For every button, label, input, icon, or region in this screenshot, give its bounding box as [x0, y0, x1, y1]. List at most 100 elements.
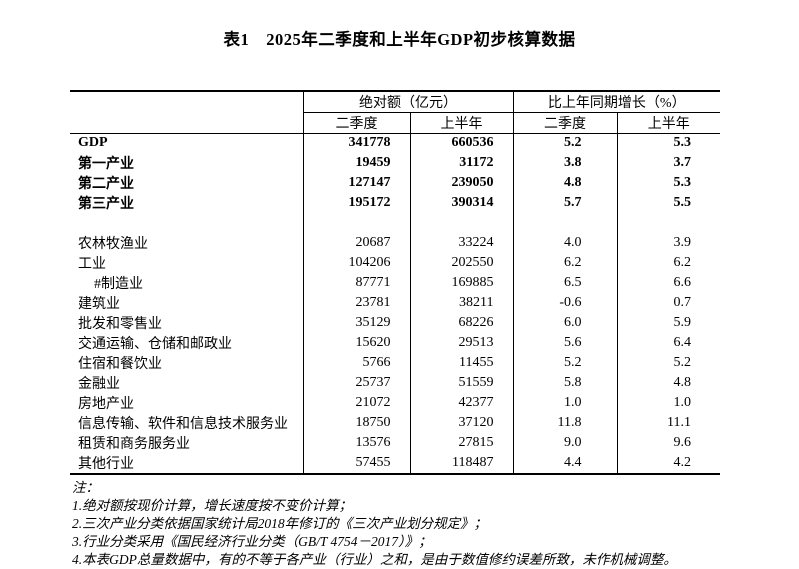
cell-value: 25737	[302, 372, 410, 393]
gdp-table: 绝对额（亿元） 比上年同期增长（%） 二季度 上半年 二季度 上半年 GDP 34…	[70, 90, 721, 475]
row-label: 住宿和餐饮业	[78, 356, 162, 372]
cell-value: 5.2	[512, 352, 617, 373]
cell-value: 38211	[409, 292, 513, 313]
cell-value: 6.5	[512, 272, 617, 293]
cell-value: 390314	[409, 192, 513, 213]
table-header: 绝对额（亿元） 比上年同期增长（%） 二季度 上半年 二季度 上半年	[70, 91, 721, 134]
row-label: 批发和零售业	[78, 316, 162, 332]
cell-value: 169885	[409, 272, 513, 293]
notes-heading: 注：	[72, 479, 99, 495]
row-label: 农林牧渔业	[78, 236, 148, 252]
table-row: #制造业 87771 169885 6.5 6.6	[70, 272, 721, 293]
row-label: 房地产业	[78, 396, 134, 412]
row-label: 租赁和商务服务业	[78, 436, 190, 452]
cell-value: 51559	[409, 372, 513, 393]
row-label: GDP	[78, 135, 108, 151]
table-row: 信息传输、软件和信息技术服务业 18750 37120 11.8 11.1	[70, 412, 721, 433]
cell-value: 202550	[409, 252, 513, 273]
cell-value: 1.0	[512, 392, 617, 413]
cell-value: 5.6	[512, 332, 617, 353]
cell-value: 23781	[302, 292, 410, 313]
cell-value: 0.7	[616, 292, 721, 313]
cell-value: 27815	[409, 432, 513, 453]
table-row: 第二产业 127147 239050 4.8 5.3	[70, 172, 721, 193]
cell-value: 5.3	[616, 172, 721, 193]
table-row: 建筑业 23781 38211 -0.6 0.7	[70, 292, 721, 313]
sub-header-row: 二季度 上半年 二季度 上半年	[70, 112, 721, 134]
cell-value: 29513	[409, 332, 513, 353]
cell-value: 9.0	[512, 432, 617, 453]
cell-value: 5.3	[616, 133, 721, 153]
cell-value: 3.9	[616, 232, 721, 253]
row-label: 金融业	[78, 376, 120, 392]
row-label: 第一产业	[78, 156, 134, 172]
note-item-3: 3.行业分类采用《国民经济行业分类（GB/T 4754－2017）》；	[72, 533, 432, 549]
column-group-absolute: 绝对额（亿元）	[302, 91, 513, 113]
cell-value: 239050	[409, 172, 513, 193]
cell-value: 68226	[409, 312, 513, 333]
cell-value: 9.6	[616, 432, 721, 453]
row-label: 其他行业	[78, 456, 134, 472]
row-label: 交通运输、仓储和邮政业	[78, 336, 232, 352]
table-body: GDP 341778 660536 5.2 5.3 第一产业 19459 31172 3.8 3.…	[70, 133, 721, 474]
row-label: 第二产业	[78, 176, 134, 192]
table-row: 租赁和商务服务业 13576 27815 9.0 9.6	[70, 432, 721, 453]
sub-header-pct-q2: 二季度	[512, 112, 617, 134]
cell-value: 5.2	[512, 133, 617, 153]
cell-value: 11.8	[512, 412, 617, 433]
cell-value: 5766	[302, 352, 410, 373]
cell-value: 5.9	[616, 312, 721, 333]
cell-value: 11455	[409, 352, 513, 373]
cell-value	[302, 212, 410, 233]
cell-value: 5.5	[616, 192, 721, 213]
cell-value: 42377	[409, 392, 513, 413]
row-label: 信息传输、软件和信息技术服务业	[78, 416, 288, 432]
note-item-4: 4.本表GDP总量数据中，有的不等于各产业（行业）之和，是由于数值修约误差所致，…	[72, 551, 677, 567]
cell-value: 5.7	[512, 192, 617, 213]
cell-value: 195172	[302, 192, 410, 213]
group-header-row: 绝对额（亿元） 比上年同期增长（%）	[70, 91, 721, 134]
cell-value: 33224	[409, 232, 513, 253]
cell-value: 37120	[409, 412, 513, 433]
note-item-1: 1.绝对额按现价计算，增长速度按不变价计算；	[72, 497, 353, 513]
sub-header-pct-h1: 上半年	[616, 112, 721, 134]
table-row: GDP 341778 660536 5.2 5.3	[70, 133, 721, 153]
cell-value: 6.0	[512, 312, 617, 333]
table-row: 房地产业 21072 42377 1.0 1.0	[70, 392, 721, 413]
table-row: 其他行业 57455 118487 4.4 4.2	[70, 452, 721, 474]
cell-value: 35129	[302, 312, 410, 333]
cell-value	[409, 212, 513, 233]
cell-value: 4.0	[512, 232, 617, 253]
table-row: 农林牧渔业 20687 33224 4.0 3.9	[70, 232, 721, 253]
table-row: 第三产业 195172 390314 5.7 5.5	[70, 192, 721, 213]
stub-header-cell	[70, 91, 303, 134]
row-label	[70, 213, 303, 233]
cell-value: 11.1	[616, 412, 721, 433]
table-row: 住宿和餐饮业 5766 11455 5.2 5.2	[70, 352, 721, 373]
cell-value: 21072	[302, 392, 410, 413]
cell-value: 3.8	[512, 152, 617, 173]
row-label: 工业	[78, 256, 106, 272]
cell-value: 19459	[302, 152, 410, 173]
cell-value	[616, 212, 721, 233]
cell-value: 57455	[302, 452, 410, 474]
cell-value: 1.0	[616, 392, 721, 413]
cell-value: 118487	[409, 452, 513, 474]
notes-section: 注： 1.绝对额按现价计算，增长速度按不变价计算； 2.三次产业分类依据国家统计…	[72, 479, 799, 569]
cell-value: 5.2	[616, 352, 721, 373]
cell-value: 6.2	[616, 252, 721, 273]
cell-value: 4.8	[512, 172, 617, 193]
row-label: 第三产业	[78, 196, 134, 212]
table-row: 工业 104206 202550 6.2 6.2	[70, 252, 721, 273]
cell-value: 4.4	[512, 452, 617, 474]
cell-value: 4.8	[616, 372, 721, 393]
sub-header-abs-q2: 二季度	[302, 112, 410, 134]
table-title: 表1 2025年二季度和上半年GDP初步核算数据	[223, 30, 576, 49]
cell-value: 4.2	[616, 452, 721, 474]
cell-value	[512, 212, 617, 233]
cell-value: 20687	[302, 232, 410, 253]
column-group-growth: 比上年同期增长（%）	[512, 91, 721, 113]
cell-value: 15620	[302, 332, 410, 353]
cell-value: 3.7	[616, 152, 721, 173]
cell-value: 104206	[302, 252, 410, 273]
